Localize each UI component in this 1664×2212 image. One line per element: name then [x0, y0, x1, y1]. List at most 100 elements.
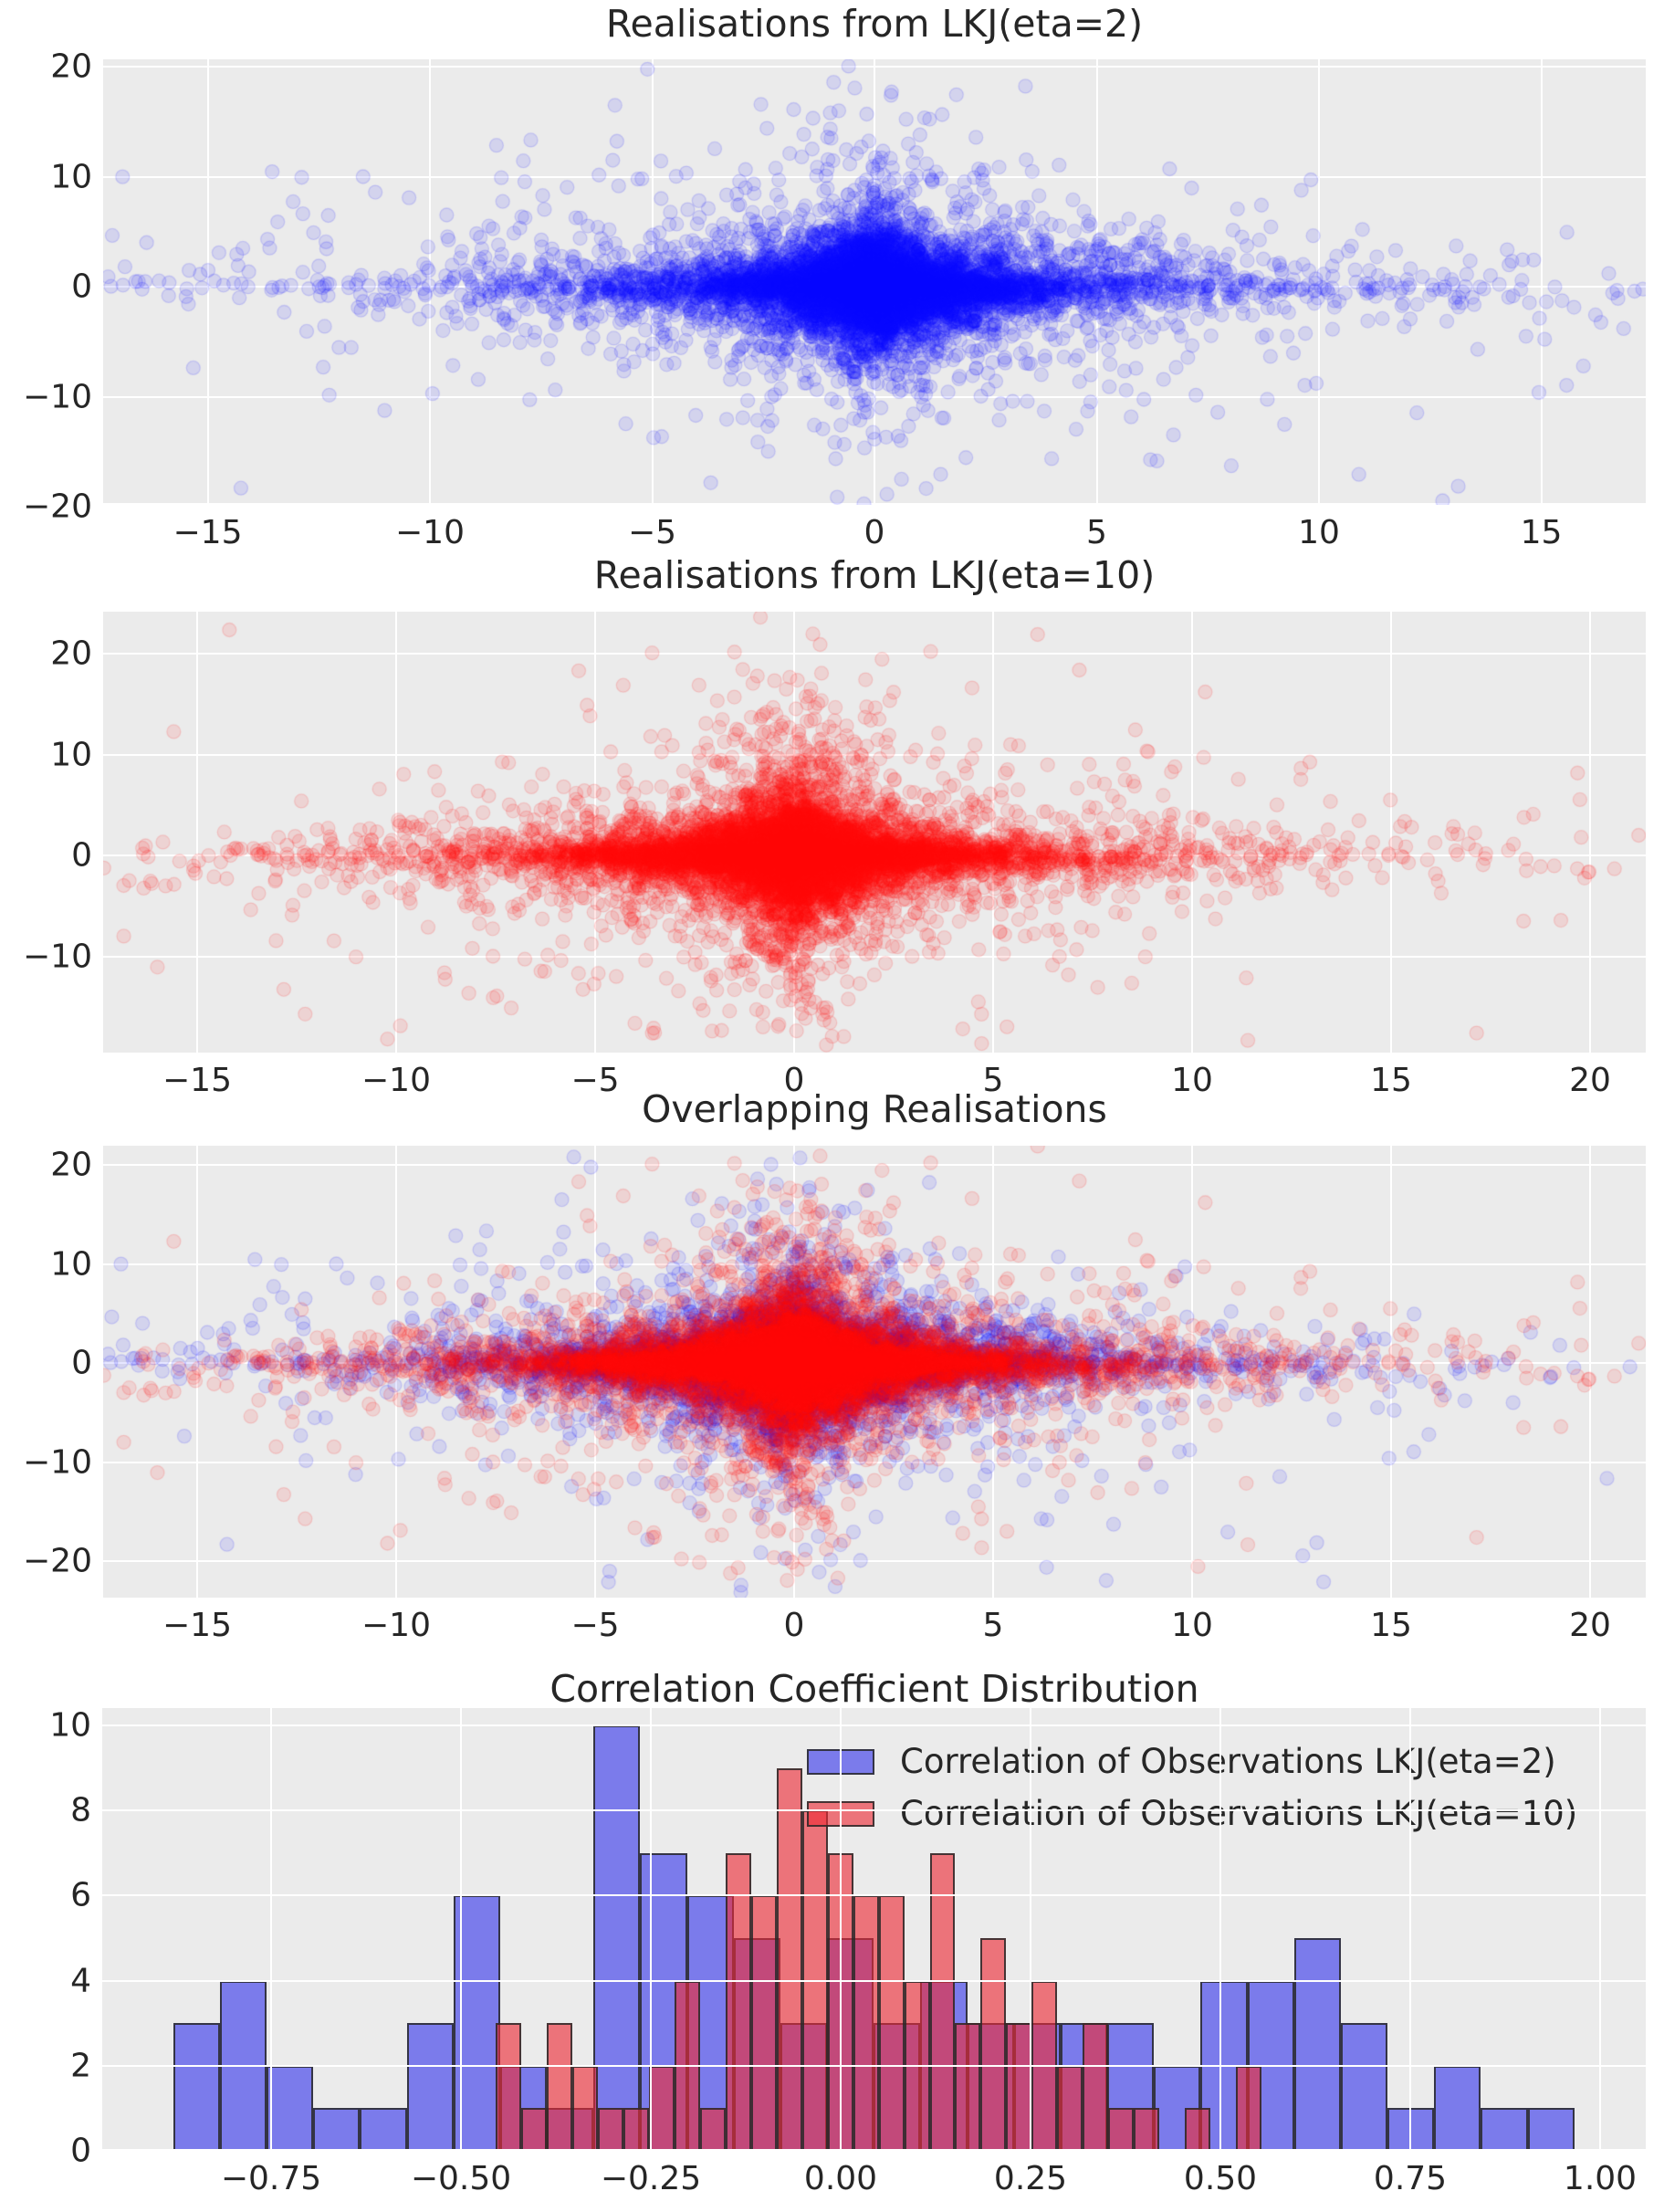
histogram-bar — [406, 2023, 454, 2151]
x-tick-label: −15 — [162, 1062, 232, 1099]
x-gridline — [1219, 1708, 1221, 2151]
histogram-bar — [776, 1767, 802, 2151]
histogram-bar — [1527, 2108, 1575, 2151]
histogram-bar — [521, 2108, 548, 2151]
x-tick-label: −0.75 — [220, 2160, 322, 2197]
y-tick-label: 10 — [50, 1245, 92, 1283]
y-tick-label: −10 — [23, 1443, 92, 1481]
x-tick-label: 15 — [1370, 1607, 1412, 1644]
histogram-bar — [1185, 2108, 1210, 2151]
histogram-bar — [593, 1725, 641, 2151]
panel3-title: Overlapping Realisations — [642, 1087, 1107, 1131]
y-gridline — [102, 1979, 1646, 1982]
x-tick-label: 10 — [1298, 514, 1340, 551]
histogram-bar — [313, 2108, 361, 2151]
histogram-bar — [173, 2023, 220, 2151]
x-tick-label: 0.75 — [1373, 2160, 1448, 2197]
histogram-bar — [980, 1938, 1007, 2151]
x-tick-label: 0.50 — [1183, 2160, 1258, 2197]
x-tick-label: −10 — [361, 1062, 431, 1099]
y-gridline — [102, 1809, 1646, 1812]
y-tick-label: 20 — [50, 1146, 92, 1184]
y-tick-label: 10 — [50, 736, 92, 773]
x-tick-label: −5 — [627, 514, 677, 551]
histogram-bar — [929, 1852, 956, 2151]
x-tick-label: 0 — [783, 1062, 805, 1099]
histogram-bar — [1006, 2023, 1032, 2151]
histogram-bar — [699, 2108, 726, 2151]
histogram-bar — [1057, 2065, 1083, 2151]
histogram-bar — [572, 2065, 599, 2151]
y-tick-label: 0 — [71, 267, 92, 306]
histogram-bar — [1083, 2023, 1109, 2151]
y-gridline — [102, 2149, 1646, 2151]
panel3-plot-area-scatter-overlap — [103, 1146, 1646, 1598]
x-tick-label: 20 — [1569, 1062, 1611, 1099]
y-tick-label: 6 — [70, 1876, 91, 1914]
scatter-canvas-eta10 — [103, 612, 1646, 1053]
y-gridline — [102, 1894, 1646, 1897]
x-tick-label: 15 — [1520, 514, 1563, 551]
x-tick-label: −15 — [162, 1607, 232, 1644]
histogram-bar — [1134, 2108, 1160, 2151]
x-tick-label: 10 — [1171, 1062, 1213, 1099]
x-gridline — [1599, 1708, 1601, 2151]
x-tick-label: −10 — [395, 514, 465, 551]
x-gridline — [1409, 1708, 1411, 2151]
histogram-bar — [649, 2065, 675, 2151]
y-tick-label: 0 — [71, 836, 92, 875]
x-gridline — [460, 1708, 462, 2151]
x-tick-label: −15 — [173, 514, 243, 551]
x-gridline — [1030, 1708, 1031, 2151]
x-tick-label: −5 — [570, 1607, 620, 1644]
x-tick-label: 1.00 — [1563, 2160, 1638, 2197]
histogram-bar — [496, 2023, 522, 2151]
histogram-bar — [1434, 2065, 1481, 2151]
x-tick-label: −10 — [361, 1607, 431, 1644]
y-tick-label: 0 — [70, 2132, 91, 2170]
x-tick-label: 5 — [1086, 514, 1107, 551]
histogram-bar — [1340, 2023, 1388, 2151]
histogram-bar — [547, 2023, 573, 2151]
y-tick-label: −20 — [23, 487, 92, 526]
histogram-bar — [1235, 2065, 1261, 2151]
histogram-bar — [360, 2108, 407, 2151]
histogram-bar — [1293, 1938, 1341, 2151]
x-gridline — [840, 1708, 842, 2151]
x-tick-label: −5 — [570, 1062, 620, 1099]
scatter-canvas-overlap — [103, 1146, 1646, 1598]
x-tick-label: 15 — [1370, 1062, 1412, 1099]
histogram-bar — [853, 1895, 879, 2151]
x-tick-label: 20 — [1569, 1607, 1611, 1644]
y-tick-label: 8 — [70, 1791, 91, 1829]
histogram-bar — [598, 2108, 624, 2151]
y-tick-label: 2 — [70, 2047, 91, 2085]
y-tick-label: 20 — [50, 634, 92, 673]
histogram-bar — [750, 1895, 777, 2151]
legend-label-eta2: Correlation of Observations LKJ(eta=2) — [900, 1742, 1556, 1781]
y-tick-label: −20 — [23, 1542, 92, 1580]
y-tick-label: 10 — [49, 1706, 91, 1745]
x-gridline — [270, 1708, 272, 2151]
histogram-bar — [1481, 2108, 1528, 2151]
y-tick-label: 20 — [50, 47, 92, 86]
histogram-bar — [725, 1852, 751, 2151]
x-tick-label: 0 — [863, 514, 885, 551]
x-gridline — [650, 1708, 652, 2151]
panel4-title: Correlation Coefficient Distribution — [549, 1667, 1199, 1711]
panel1-title: Realisations from LKJ(eta=2) — [605, 2, 1144, 46]
x-tick-label: −0.50 — [410, 2160, 512, 2197]
x-tick-label: 0 — [783, 1607, 805, 1644]
x-tick-label: −0.25 — [600, 2160, 702, 2197]
panel2-plot-area-scatter-eta10 — [103, 612, 1646, 1053]
y-gridline — [102, 2064, 1646, 2067]
panel2-title: Realisations from LKJ(eta=10) — [593, 553, 1156, 597]
histogram-bar — [1108, 2108, 1135, 2151]
y-tick-label: −10 — [23, 938, 92, 975]
x-tick-label: 5 — [982, 1607, 1004, 1644]
histogram-bar — [878, 1895, 905, 2151]
histogram-bar — [267, 2065, 314, 2151]
panel1-plot-area-scatter-eta2 — [103, 59, 1646, 505]
histogram-bar — [623, 2108, 649, 2151]
